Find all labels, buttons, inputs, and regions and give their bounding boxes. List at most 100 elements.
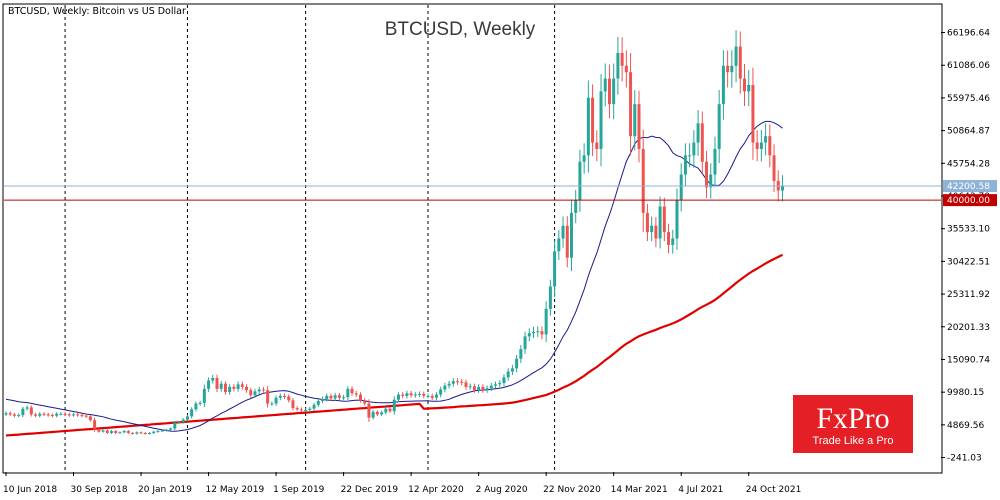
candle[interactable] (63, 412, 67, 417)
candle[interactable] (380, 410, 384, 417)
candle[interactable] (308, 406, 312, 412)
candle[interactable] (84, 414, 88, 418)
candle[interactable] (257, 386, 261, 395)
candle[interactable] (460, 378, 464, 386)
candle[interactable] (641, 129, 645, 233)
candle[interactable] (17, 413, 21, 418)
candle[interactable] (675, 188, 679, 251)
candle[interactable] (768, 124, 772, 168)
candle[interactable] (287, 394, 291, 403)
candle[interactable] (321, 396, 324, 404)
candle[interactable] (599, 74, 603, 167)
candle[interactable] (194, 401, 198, 412)
candle[interactable] (645, 203, 649, 242)
candle[interactable] (126, 430, 130, 434)
candle[interactable] (93, 417, 97, 432)
candle[interactable] (671, 229, 675, 254)
candle[interactable] (523, 331, 527, 354)
candle[interactable] (388, 406, 392, 414)
candle[interactable] (325, 393, 329, 402)
candle[interactable] (122, 430, 126, 434)
candle[interactable] (536, 326, 540, 337)
candle[interactable] (565, 216, 569, 268)
candle[interactable] (734, 30, 738, 83)
candle[interactable] (612, 63, 616, 120)
candle[interactable] (510, 364, 514, 376)
candle[interactable] (540, 326, 544, 340)
candle[interactable] (705, 150, 709, 199)
candle[interactable] (405, 390, 409, 399)
candle[interactable] (434, 392, 438, 401)
candle[interactable] (266, 386, 270, 408)
candle[interactable] (135, 431, 139, 435)
candle[interactable] (494, 381, 498, 389)
candle[interactable] (413, 392, 417, 398)
candle[interactable] (633, 90, 637, 151)
candle[interactable] (316, 398, 320, 408)
candle[interactable] (498, 380, 502, 388)
fxpro-logo[interactable]: FxPro Trade Like a Pro (793, 395, 913, 453)
candle[interactable] (586, 80, 590, 173)
candle[interactable] (692, 130, 696, 168)
candle[interactable] (147, 432, 151, 435)
candle[interactable] (683, 143, 687, 187)
candle[interactable] (156, 430, 160, 433)
candle[interactable] (409, 390, 413, 398)
candle[interactable] (721, 50, 725, 120)
candle[interactable] (451, 378, 455, 387)
candle[interactable] (709, 163, 713, 199)
candle[interactable] (569, 199, 573, 272)
candle[interactable] (211, 374, 215, 384)
candle[interactable] (215, 374, 219, 393)
candle[interactable] (38, 412, 42, 418)
candle[interactable] (291, 398, 295, 411)
candle[interactable] (553, 240, 557, 298)
candle[interactable] (110, 430, 113, 434)
candle[interactable] (700, 111, 704, 174)
candle[interactable] (329, 393, 333, 401)
candle[interactable] (764, 123, 768, 156)
candle[interactable] (447, 380, 451, 389)
candle[interactable] (532, 326, 535, 339)
candle[interactable] (358, 392, 362, 403)
candle[interactable] (506, 368, 510, 381)
candle[interactable] (658, 196, 662, 249)
candle[interactable] (759, 130, 763, 162)
candle[interactable] (422, 391, 426, 399)
candle[interactable] (713, 136, 717, 187)
candle[interactable] (561, 216, 565, 248)
candle[interactable] (443, 382, 447, 393)
candle[interactable] (350, 386, 354, 396)
candle[interactable] (202, 384, 206, 408)
candle[interactable] (603, 63, 607, 107)
candle[interactable] (232, 384, 236, 392)
candle[interactable] (169, 427, 173, 431)
candle[interactable] (299, 407, 303, 412)
candle[interactable] (164, 428, 168, 432)
candle[interactable] (717, 90, 721, 164)
candle[interactable] (468, 383, 472, 390)
candle[interactable] (139, 431, 143, 434)
candle[interactable] (696, 110, 700, 156)
candle[interactable] (730, 50, 734, 88)
candle[interactable] (367, 399, 371, 422)
candle[interactable] (131, 432, 135, 435)
candle[interactable] (76, 412, 80, 417)
candle[interactable] (295, 406, 299, 412)
candle[interactable] (346, 386, 350, 400)
candle[interactable] (304, 408, 308, 412)
candle[interactable] (548, 279, 552, 316)
candle[interactable] (726, 50, 730, 88)
candle[interactable] (245, 384, 249, 393)
candle[interactable] (283, 393, 287, 399)
candle[interactable] (105, 429, 109, 434)
candle[interactable] (439, 386, 443, 398)
candle[interactable] (464, 379, 468, 390)
candle[interactable] (616, 36, 620, 95)
candle[interactable] (430, 393, 434, 401)
candle[interactable] (173, 421, 177, 431)
candle[interactable] (342, 394, 346, 401)
candle[interactable] (88, 414, 92, 422)
candle[interactable] (363, 398, 367, 406)
